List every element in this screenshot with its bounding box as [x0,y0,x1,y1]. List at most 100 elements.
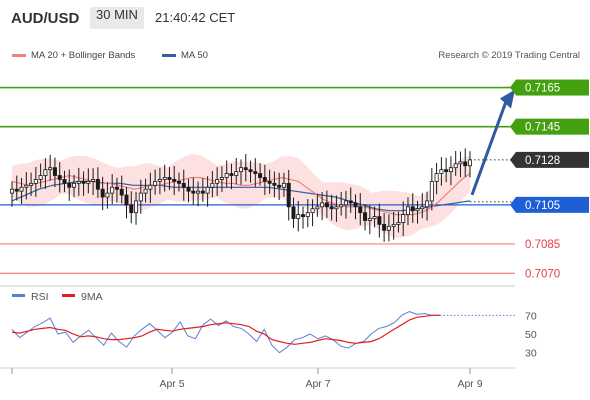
candle-body [24,184,29,188]
candle-body [33,179,38,184]
candle-body [200,190,205,194]
candle-body [243,167,248,171]
candle-body [367,218,372,221]
candle-body [143,188,148,194]
candle-body [234,171,239,176]
legend-swatch-ma20 [12,53,26,57]
candle-body [458,161,463,165]
price-label-pointer [510,118,516,135]
candle-body [253,171,258,174]
candle-body [219,177,224,180]
candle-body [281,182,286,188]
candle-body [324,202,329,208]
x-axis-label: Apr 9 [457,378,482,390]
candle-body [296,214,301,219]
candle-body [358,206,363,214]
candle-body [396,222,401,225]
candle-body [119,188,124,196]
candle-body [348,200,353,204]
price-labels: 0.7165 0.7145 0.7128 0.7105 0.7085 0.7070 [510,79,589,280]
candle-body [420,206,425,210]
candle-body [315,206,320,210]
forecast-arrow-shaft [470,101,508,196]
rsi-legend-swatch [62,294,75,297]
candle-body [196,190,201,194]
candle-body [95,179,100,190]
candle-body [19,186,24,192]
price-label-text: 0.7165 [525,83,560,95]
candle-body [262,177,267,182]
candle-body [363,212,368,221]
price-label-text: 0.7128 [525,155,560,167]
candle-body [186,186,191,192]
candle-body [291,206,296,219]
candle-body [377,216,382,225]
rsi-legend-label: RSI [31,291,49,303]
price-label-text: 0.7105 [525,200,560,212]
rsi-tick-label: 70 [525,310,537,322]
candle-body [38,175,43,180]
candle-body [138,192,143,202]
candle-body [67,182,72,188]
candle-body [191,190,196,194]
candle-body [401,214,406,223]
candle-body [57,175,62,180]
candle-body [72,182,77,188]
candle-body [238,167,243,173]
legend-swatch-ma50 [161,53,176,57]
candle-body [258,173,263,178]
candle-body [272,182,277,186]
candle-body [286,182,291,208]
interval-badge[interactable]: 30 MIN [90,7,144,29]
candle-body [305,212,310,217]
legend-label-ma20: MA 20 + Bollinger Bands [31,50,136,61]
candle-body [110,186,115,194]
price-label-text: 0.7070 [525,268,560,280]
candle-body [429,180,434,202]
candle-body [205,186,210,194]
candle-body [382,223,387,231]
candle-body [267,180,272,184]
candle-body [105,192,110,198]
candle-body [224,173,229,178]
candle-body [391,223,396,227]
candle-body [425,200,430,208]
candle-body [14,188,19,192]
candle-body [353,202,358,208]
price-label-pointer [510,79,516,96]
candle-body [167,177,172,180]
candle-body [277,184,282,188]
candle-body [162,177,167,180]
candle-body [43,169,48,176]
candle-body [453,163,458,169]
candles [9,148,472,242]
candle-body [9,188,14,194]
rsi-tick-label: 30 [525,348,537,360]
candle-body [329,206,334,210]
price-label-pointer [510,151,516,168]
candle-body [86,180,91,184]
candle-body [215,179,220,184]
price-label-pointer [510,196,516,213]
candle-body [463,161,468,167]
candle-body [124,194,129,206]
candle-body [467,159,472,167]
candle-body [229,173,234,176]
copyright-text: Research © 2019 Trading Central [438,50,580,61]
rsi-tick-label: 50 [525,329,537,341]
symbol-title: AUD/USD [11,10,80,27]
candle-body [334,206,339,210]
candle-body [81,180,86,184]
price-levels [0,86,515,274]
rsi-line-rsi [11,311,440,354]
candle-body [210,182,215,188]
candle-body [91,179,96,182]
forecast-arrow-head [500,89,515,109]
candle-body [148,184,153,190]
rsi-legend-swatch [12,294,25,297]
candle-body [339,204,344,208]
candle-body [448,167,453,173]
price-label-bg [516,151,589,168]
candle-body [405,206,410,216]
candle-body [439,169,444,174]
